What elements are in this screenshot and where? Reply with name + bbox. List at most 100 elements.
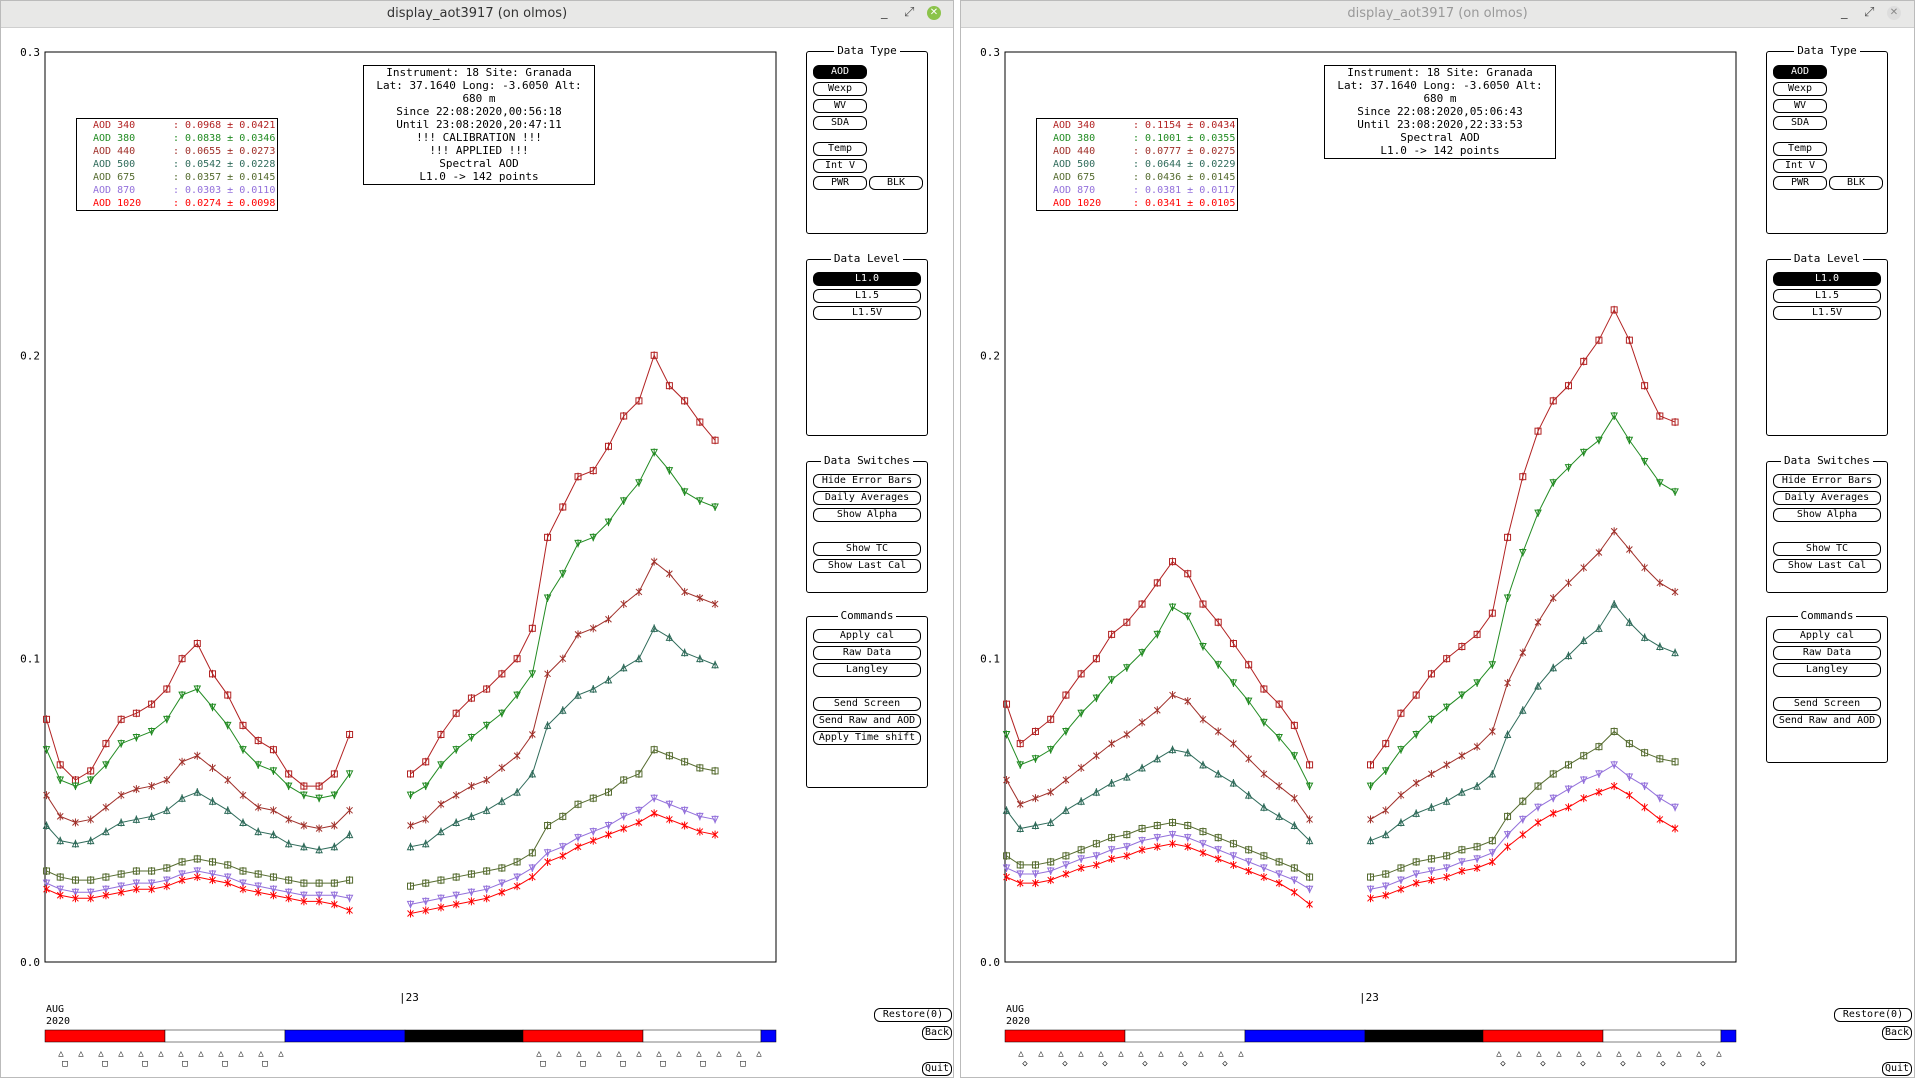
data-type-pwr-button[interactable]: PWR (1773, 176, 1827, 190)
data-point (452, 746, 460, 754)
series-aod-675 (1003, 727, 1679, 882)
data-type-aod-button[interactable]: AOD (813, 65, 867, 79)
langley-button[interactable]: Langley (813, 663, 921, 677)
data-type-int-v-button[interactable]: Int V (1773, 159, 1827, 173)
data-level-l1-0-button[interactable]: L1.0 (1773, 272, 1881, 286)
data-point (544, 858, 551, 866)
data-point (72, 819, 79, 826)
data-type-aod-button[interactable]: AOD (1773, 65, 1827, 79)
data-point (1443, 873, 1450, 881)
data-point (406, 900, 415, 909)
send-screen-button[interactable]: Send Screen (813, 697, 921, 711)
left-window-titlebar[interactable]: display_aot3917 (on olmos) _ ⤢ ✕ (1, 1, 953, 28)
apply-cal-button[interactable]: Apply cal (1773, 629, 1881, 643)
data-point (452, 873, 460, 881)
data-type-wv-button[interactable]: WV (813, 99, 867, 113)
data-type-blk-button[interactable]: BLK (869, 176, 923, 190)
show-tc-button[interactable]: Show TC (1773, 542, 1881, 556)
close-icon[interactable]: ✕ (1887, 6, 1901, 20)
restore-button[interactable]: Restore(0) (874, 1008, 952, 1022)
data-point (635, 654, 643, 663)
apply-cal-button[interactable]: Apply cal (813, 629, 921, 643)
data-level-l1-5-button[interactable]: L1.5 (813, 289, 921, 303)
data-type-wexp-button[interactable]: Wexp (1773, 82, 1827, 96)
data-type-blk-button[interactable]: BLK (1829, 176, 1883, 190)
marker-icon: △ (1536, 1049, 1542, 1059)
apply-time-shift-button[interactable]: Apply Time shift (813, 731, 921, 745)
data-point (71, 782, 80, 791)
data-type-sda-button[interactable]: SDA (813, 116, 867, 130)
raw-data-button[interactable]: Raw Data (813, 646, 921, 660)
minimize-icon[interactable]: _ (881, 5, 888, 20)
data-point (1397, 818, 1405, 826)
data-point (56, 836, 65, 845)
raw-data-button[interactable]: Raw Data (1773, 646, 1881, 660)
data-point (1412, 858, 1420, 866)
data-point (223, 806, 232, 814)
back-button[interactable]: Back (1882, 1026, 1912, 1040)
data-point (498, 670, 506, 678)
data-level-l1-5v-button[interactable]: L1.5V (1773, 306, 1881, 320)
data-point (483, 685, 491, 693)
data-point (711, 600, 719, 608)
marker-icon: □ (182, 1059, 188, 1069)
send-raw-and-aod-button[interactable]: Send Raw and AOD (1773, 714, 1881, 728)
info-line: Until 23:08:2020,20:47:11 (396, 118, 562, 131)
langley-button[interactable]: Langley (1773, 663, 1881, 677)
data-type-pwr-button[interactable]: PWR (813, 176, 867, 190)
data-point (1488, 858, 1496, 866)
data-point (559, 655, 567, 663)
restore-button[interactable]: Restore(0) (1834, 1008, 1912, 1022)
close-icon[interactable]: ✕ (927, 6, 941, 20)
data-point (148, 700, 156, 708)
show-tc-button[interactable]: Show TC (813, 542, 921, 556)
back-button[interactable]: Back (922, 1026, 952, 1040)
daily-averages-button[interactable]: Daily Averages (813, 491, 921, 505)
data-point (1625, 336, 1633, 344)
data-point (1549, 794, 1558, 803)
month-label: AUG (1006, 1004, 1025, 1015)
send-screen-button[interactable]: Send Screen (1773, 697, 1881, 711)
right-window-titlebar[interactable]: display_aot3917 (on olmos) _ ⤢ ✕ (961, 1, 1914, 28)
data-point (1093, 752, 1100, 760)
minimize-icon[interactable]: _ (1841, 5, 1848, 20)
hide-error-bars-button[interactable]: Hide Error Bars (1773, 474, 1881, 488)
data-point (1656, 816, 1664, 823)
show-last-cal-button[interactable]: Show Last Cal (1773, 559, 1881, 573)
maximize-icon[interactable]: ⤢ (1864, 5, 1875, 20)
data-point (1123, 843, 1131, 851)
quit-button[interactable]: Quit (922, 1062, 952, 1076)
data-level-l1-5-button[interactable]: L1.5 (1773, 289, 1881, 303)
data-level-l1-5v-button[interactable]: L1.5V (813, 306, 921, 320)
panel-title: Data Level (830, 252, 904, 265)
data-point (86, 888, 95, 897)
data-level-l1-0-button[interactable]: L1.0 (813, 272, 921, 286)
data-type-wexp-button[interactable]: Wexp (813, 82, 867, 96)
data-point (437, 827, 445, 836)
maximize-icon[interactable]: ⤢ (904, 5, 915, 20)
data-type-temp-button[interactable]: Temp (1773, 142, 1827, 156)
marker-icon: △ (656, 1049, 662, 1059)
aod-chart: 0.0 0.1 0.2 0.3 (20, 46, 777, 969)
data-point (1473, 843, 1481, 851)
quit-button[interactable]: Quit (1882, 1062, 1912, 1076)
data-point (1214, 769, 1223, 778)
data-type-sda-button[interactable]: SDA (1773, 116, 1827, 130)
show-last-cal-button[interactable]: Show Last Cal (813, 559, 921, 573)
daily-averages-button[interactable]: Daily Averages (1773, 491, 1881, 505)
data-point (254, 882, 263, 891)
show-alpha-button[interactable]: Show Alpha (813, 508, 921, 522)
data-point (1442, 797, 1451, 805)
data-type-temp-button[interactable]: Temp (813, 142, 867, 156)
data-point (1062, 776, 1070, 784)
data-point (147, 812, 156, 820)
hide-error-bars-button[interactable]: Hide Error Bars (813, 474, 921, 488)
data-point (696, 594, 704, 602)
show-alpha-button[interactable]: Show Alpha (1773, 508, 1881, 522)
data-point (665, 752, 673, 760)
marker-icon: △ (1138, 1049, 1144, 1059)
data-type-int-v-button[interactable]: Int V (813, 159, 867, 173)
send-raw-and-aod-button[interactable]: Send Raw and AOD (813, 714, 921, 728)
data-point (331, 901, 338, 908)
data-type-wv-button[interactable]: WV (1773, 99, 1827, 113)
